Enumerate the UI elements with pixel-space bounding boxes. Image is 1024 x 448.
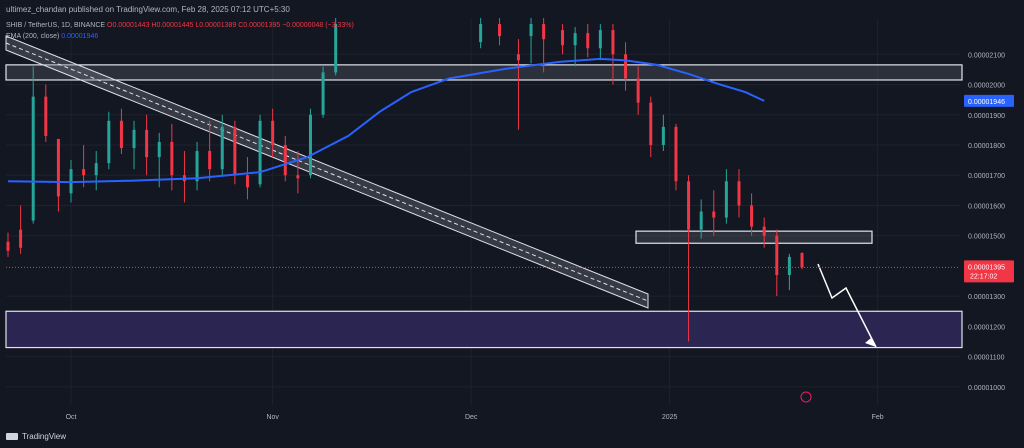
candle-body — [44, 96, 48, 136]
candle-body — [220, 126, 224, 170]
candle-body — [157, 141, 161, 158]
price-axis-label: 0.00001300 — [968, 294, 1005, 301]
candle-body — [31, 96, 35, 221]
candle-body — [787, 256, 791, 275]
candle-body — [699, 211, 703, 230]
candle-body — [529, 24, 533, 37]
time-axis-label: Feb — [872, 414, 884, 421]
candle-body — [498, 24, 502, 37]
candle-body — [283, 144, 287, 176]
candle-body — [107, 120, 111, 164]
current-price-tag-text: 0.00001395 — [968, 264, 1005, 271]
candle-body — [145, 129, 149, 158]
candle-body — [649, 102, 653, 145]
time-axis-label: Dec — [465, 414, 478, 421]
price-axis-label: 0.00002100 — [968, 52, 1005, 59]
price-axis-label: 0.00001500 — [968, 234, 1005, 241]
candle-body — [636, 78, 640, 103]
candle-body — [573, 33, 577, 46]
support-resistance-zone — [5, 310, 963, 349]
ema-price-tag — [964, 94, 1014, 107]
candle-body — [195, 151, 199, 182]
candle-body — [712, 211, 716, 218]
candle-body — [687, 181, 691, 230]
price-axis-label: 0.00001600 — [968, 203, 1005, 210]
projection-arrowhead — [865, 338, 876, 347]
candle-body — [233, 126, 237, 176]
candle-body — [208, 151, 212, 170]
tradingview-mark-icon — [6, 433, 18, 440]
candle-body — [661, 126, 665, 145]
price-axis-label: 0.00002000 — [968, 83, 1005, 90]
candle-body — [586, 33, 590, 49]
candle-body — [598, 30, 602, 49]
candle-body — [762, 226, 766, 236]
ema-value: 0.00001946 — [61, 33, 99, 40]
candle-body — [737, 181, 741, 206]
candle-body — [775, 235, 779, 275]
ema-line — [7, 57, 765, 184]
candle-body — [56, 138, 60, 197]
time-axis-label: Oct — [66, 414, 77, 421]
ohlc-values: O0.00001443 H0.00001445 L0.00001389 C0.0… — [107, 22, 354, 29]
candle-body — [308, 114, 312, 176]
projection-arrow — [817, 263, 877, 348]
ema-label: EMA (200, close) — [6, 33, 60, 40]
candle-body — [334, 24, 338, 73]
symbol-name: SHIB / TetherUS, 1D, BINANCE — [6, 22, 106, 29]
candle-body — [479, 24, 483, 43]
price-axis-label: 0.00001700 — [968, 173, 1005, 180]
candle-body — [674, 126, 678, 182]
candle-body — [132, 129, 136, 149]
time-axis-label: Nov — [266, 414, 279, 421]
candle-body — [170, 141, 174, 176]
lightning-icon — [800, 391, 812, 403]
tradingview-logo: TradingView — [6, 432, 66, 441]
candle-body — [724, 181, 728, 218]
price-axis-label: 0.00001900 — [968, 113, 1005, 120]
candle-body — [6, 241, 10, 251]
candle-body — [750, 205, 754, 227]
price-axis-label: 0.00001100 — [968, 355, 1005, 362]
candle-body — [611, 30, 615, 55]
support-resistance-zone — [635, 230, 873, 244]
candle-body — [296, 175, 300, 179]
candle-body — [271, 120, 275, 145]
candle-body — [561, 30, 565, 46]
candle-body — [82, 169, 86, 176]
candle-body — [245, 175, 249, 188]
current-price-tag — [964, 260, 1014, 283]
candle-body — [119, 120, 123, 149]
candle-body — [800, 252, 804, 268]
price-axis-label: 0.00001200 — [968, 324, 1005, 331]
time-axis-label: 2025 — [662, 414, 678, 421]
candle-countdown-text: 22:17:02 — [970, 273, 997, 280]
candle-body — [94, 163, 98, 176]
candle-body — [624, 54, 628, 79]
candle-body — [19, 229, 23, 248]
candle-body — [516, 54, 520, 61]
ema-price-tag-text: 0.00001946 — [968, 99, 1005, 106]
price-axis-label: 0.00001800 — [968, 143, 1005, 150]
candle-body — [542, 24, 546, 40]
channel-midline — [5, 42, 649, 302]
price-axis-label: 0.00001000 — [968, 385, 1005, 392]
candle-body — [258, 120, 262, 185]
candle-body — [321, 72, 325, 115]
publisher-caption: ultimez_chandan published on TradingView… — [6, 5, 290, 14]
ema-legend: EMA (200, close) 0.00001946 — [6, 33, 98, 40]
symbol-legend: SHIB / TetherUS, 1D, BINANCE O0.00001443… — [6, 22, 354, 29]
brand-name: TradingView — [22, 432, 67, 441]
